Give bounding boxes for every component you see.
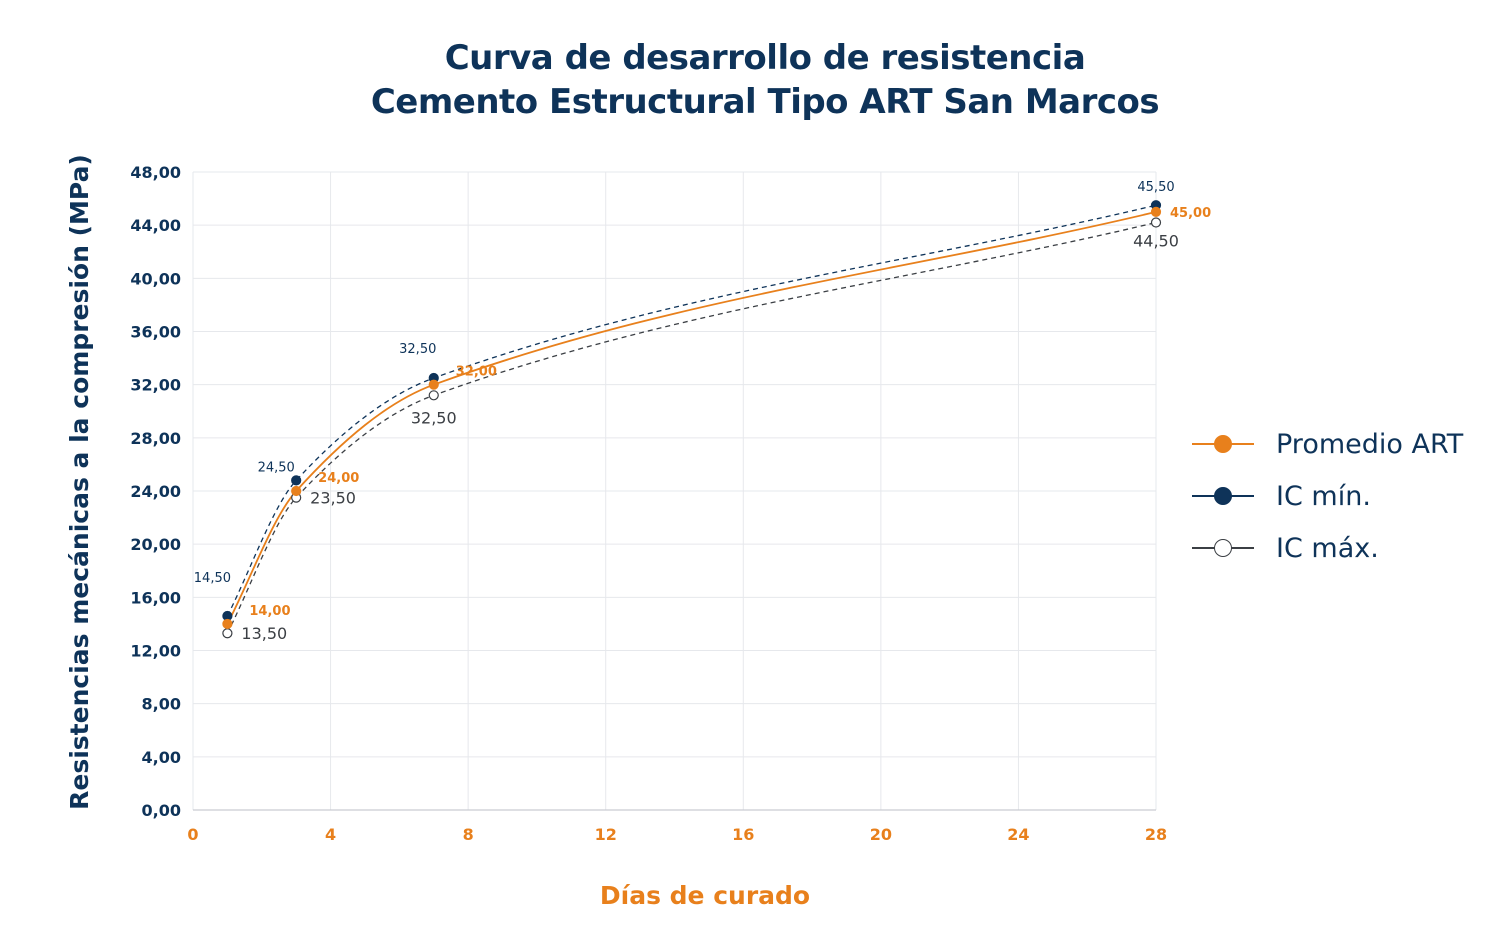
x-tick-label: 24	[1007, 825, 1029, 844]
data-label-series-0: 32,00	[456, 365, 497, 380]
axes: 0,00 4,00 8,00 12,00 16,00 20,00 24,00 28,00 32,…	[130, 163, 1167, 844]
series-line-0	[226, 211, 1157, 625]
x-tick-label: 28	[1145, 825, 1167, 844]
data-labels: 14,00 24,00 32,00 45,00 14,50 24,50 32,50 45,50…	[194, 180, 1211, 643]
data-point-series-0	[1150, 206, 1162, 217]
legend-item-ic-min: IC mín.	[1192, 470, 1463, 522]
x-tick-label: 8	[463, 825, 474, 844]
series-layer	[222, 200, 1162, 639]
data-label-series-2: 44,50	[1133, 232, 1179, 251]
x-tick-label: 12	[595, 825, 617, 844]
data-point-series-2	[222, 628, 233, 639]
legend-label-promedio: Promedio ART	[1276, 428, 1464, 460]
legend-label-ic-max: IC máx.	[1276, 532, 1379, 564]
legend-marker-ic-min	[1192, 486, 1254, 506]
y-tick-label: 0,00	[142, 801, 181, 820]
y-tick-label: 40,00	[130, 269, 181, 288]
series-line-1	[226, 204, 1157, 617]
data-label-series-2: 23,50	[310, 489, 356, 508]
y-tick-label: 12,00	[130, 642, 181, 661]
data-point-series-0	[291, 485, 302, 497]
data-point-series-2	[428, 390, 439, 401]
y-axis-label: Resistencias mecánicas a la compresión (…	[65, 154, 94, 810]
x-tick-label: 0	[187, 825, 198, 844]
x-tick-label: 16	[732, 825, 754, 844]
data-label-series-1: 24,50	[258, 460, 295, 475]
x-tick-label: 20	[870, 825, 892, 844]
chart-title-line-2: Cemento Estructural Tipo ART San Marcos	[370, 82, 1160, 122]
series-line-2	[226, 221, 1157, 634]
chart-title: Curva de desarrollo de resistencia Cemen…	[0, 36, 1500, 124]
legend-item-ic-max: IC máx.	[1192, 522, 1463, 574]
data-label-series-1: 45,50	[1137, 180, 1174, 195]
legend-label-ic-min: IC mín.	[1276, 480, 1371, 512]
y-tick-label: 24,00	[130, 482, 181, 501]
legend: Promedio ART IC mín. IC máx.	[1192, 418, 1463, 574]
y-tick-label: 36,00	[130, 323, 181, 342]
data-point-series-1	[291, 475, 302, 486]
y-tick-label: 32,00	[130, 376, 181, 395]
data-label-series-1: 14,50	[194, 571, 231, 586]
y-tick-label: 16,00	[130, 588, 181, 607]
y-tick-label: 20,00	[130, 535, 181, 554]
legend-marker-ic-max	[1192, 538, 1254, 558]
x-tick-label: 4	[325, 825, 336, 844]
data-label-series-0: 14,00	[249, 604, 290, 619]
chart-title-line-1: Curva de desarrollo de resistencia	[444, 38, 1086, 78]
data-label-series-2: 32,50	[411, 408, 457, 427]
data-label-series-1: 32,50	[399, 342, 436, 357]
data-label-series-0: 24,00	[318, 471, 359, 486]
y-tick-label: 8,00	[142, 695, 181, 714]
legend-marker-promedio	[1192, 434, 1254, 454]
data-label-series-2: 13,50	[241, 624, 287, 643]
x-axis-label: Días de curado	[600, 881, 810, 910]
data-point-series-0	[222, 618, 233, 630]
data-point-series-0	[428, 379, 439, 390]
y-tick-label: 44,00	[130, 216, 181, 235]
data-label-series-0: 45,00	[1170, 206, 1211, 221]
data-point-series-2	[1150, 217, 1162, 228]
grid	[192, 171, 1157, 811]
legend-item-promedio: Promedio ART	[1192, 418, 1463, 470]
y-tick-label: 28,00	[130, 429, 181, 448]
y-tick-label: 48,00	[130, 163, 181, 182]
y-tick-label: 4,00	[142, 748, 181, 767]
